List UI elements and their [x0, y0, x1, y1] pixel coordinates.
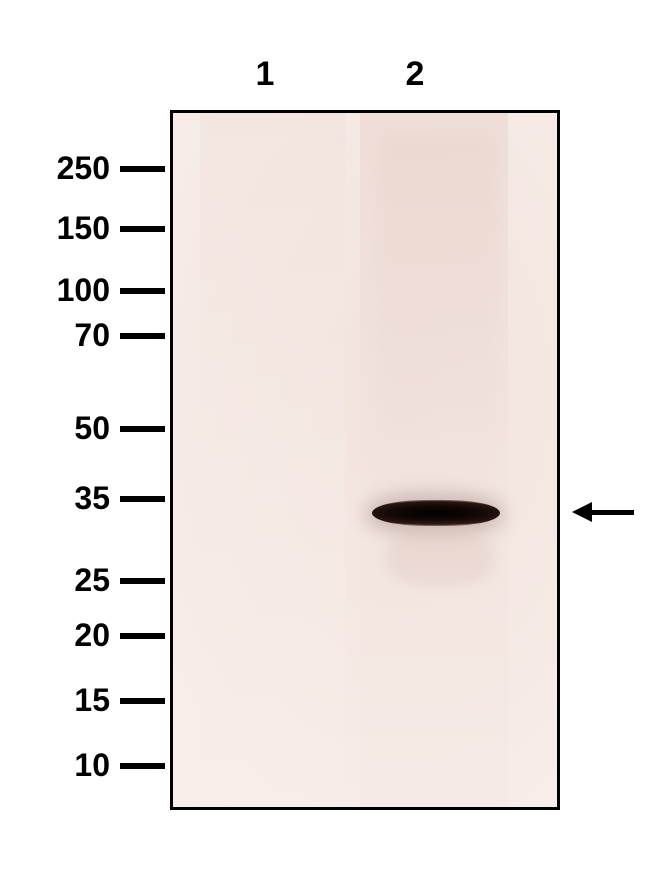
lane-label-1: 1 [247, 55, 283, 94]
marker-tick [120, 633, 165, 639]
marker-tick [120, 288, 165, 294]
marker-150: 150 [30, 210, 110, 247]
marker-100: 100 [30, 272, 110, 309]
marker-15: 15 [30, 682, 110, 719]
marker-tick [120, 333, 165, 339]
marker-70: 70 [30, 317, 110, 354]
marker-35: 35 [30, 480, 110, 517]
marker-tick [120, 698, 165, 704]
marker-50: 50 [30, 410, 110, 447]
marker-tick [120, 166, 165, 172]
marker-tick [120, 426, 165, 432]
marker-tick [120, 496, 165, 502]
marker-tick [120, 578, 165, 584]
marker-250: 250 [30, 150, 110, 187]
marker-tick [120, 763, 165, 769]
marker-25: 25 [30, 562, 110, 599]
arrow-head [572, 502, 592, 522]
figure-container: 1 2 250 150 100 70 50 35 25 20 15 10 [0, 0, 650, 870]
blot-frame [170, 110, 560, 810]
marker-10: 10 [30, 747, 110, 784]
arrow-shaft [592, 510, 634, 515]
marker-20: 20 [30, 617, 110, 654]
lane-label-2: 2 [397, 55, 433, 94]
marker-tick [120, 226, 165, 232]
